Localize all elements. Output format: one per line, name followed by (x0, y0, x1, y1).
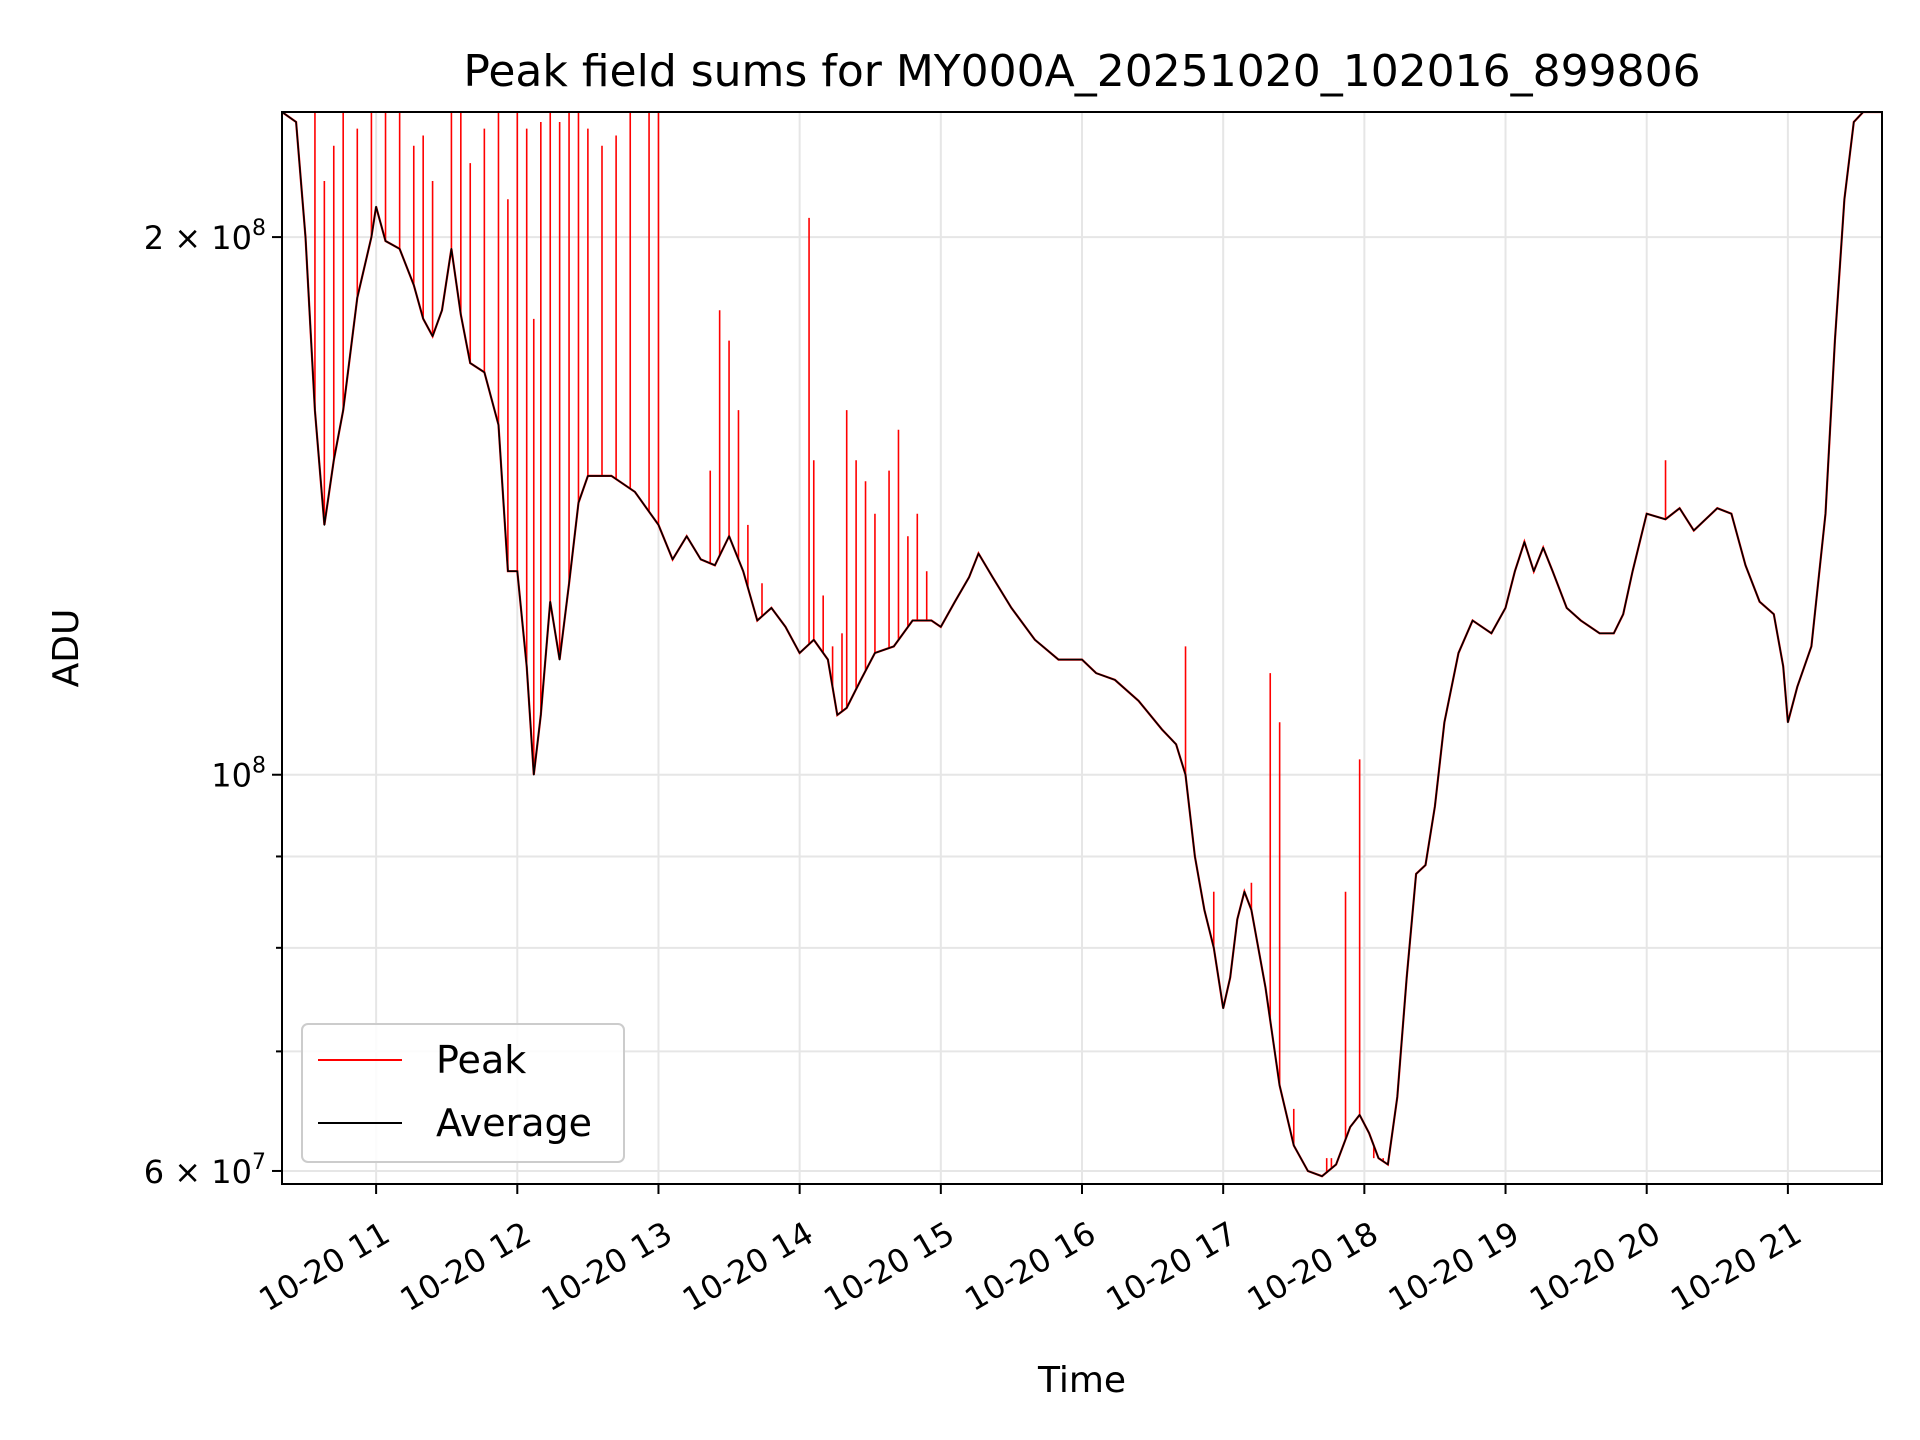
y-tick-label: 108 (211, 754, 266, 795)
x-axis-label: Time (1037, 1360, 1126, 1401)
legend-box (301, 1023, 625, 1163)
average-series-line (282, 112, 1882, 1177)
y-tick-label: 6 × 107 (144, 1150, 266, 1191)
legend-label-average: Average (436, 1101, 592, 1145)
series-layer (282, 112, 1882, 1178)
y-axis-label: ADU (46, 609, 87, 688)
y-axis: 6 × 107 108 2 × 108 (144, 216, 282, 1191)
legend: Peak Average (301, 1023, 625, 1163)
chart-title: Peak field sums for MY000A_20251020_1020… (463, 46, 1700, 97)
legend-label-peak: Peak (436, 1038, 526, 1082)
y-tick-label: 2 × 108 (144, 216, 266, 257)
